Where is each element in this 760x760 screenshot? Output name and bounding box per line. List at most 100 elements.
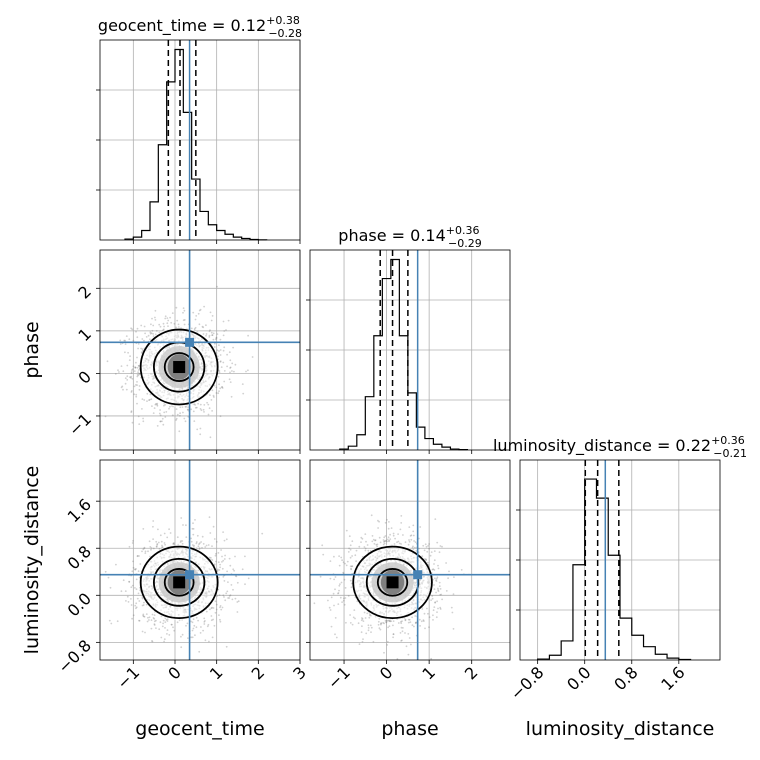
sample-point bbox=[145, 603, 148, 606]
sample-point bbox=[436, 611, 438, 613]
sample-point bbox=[203, 404, 206, 406]
sample-point bbox=[408, 618, 411, 621]
sample-point bbox=[383, 651, 385, 654]
sample-point bbox=[176, 621, 179, 624]
sample-point bbox=[360, 541, 362, 543]
sample-point bbox=[408, 637, 411, 639]
sample-point bbox=[128, 338, 131, 341]
sample-point bbox=[376, 543, 379, 546]
sample-point bbox=[425, 559, 427, 561]
sample-point bbox=[195, 315, 198, 317]
sample-point bbox=[157, 541, 160, 544]
sample-point bbox=[353, 609, 356, 611]
sample-point bbox=[439, 606, 442, 609]
sample-point bbox=[199, 408, 202, 410]
sample-point bbox=[141, 408, 143, 410]
sample-point bbox=[217, 552, 220, 554]
sample-point bbox=[126, 595, 129, 598]
contour-0 bbox=[376, 568, 409, 597]
sample-point bbox=[207, 403, 210, 406]
sample-point bbox=[219, 618, 221, 621]
sample-point bbox=[451, 611, 454, 614]
sample-point bbox=[383, 622, 385, 625]
sample-point bbox=[136, 555, 139, 558]
sample-point bbox=[218, 344, 220, 347]
sample-point bbox=[144, 631, 146, 634]
sample-point bbox=[161, 546, 164, 548]
xaxis-label-phase: phase bbox=[381, 718, 438, 740]
sample-point bbox=[400, 620, 402, 623]
sample-point bbox=[373, 542, 376, 545]
sample-point bbox=[423, 549, 426, 552]
sample-point bbox=[216, 569, 219, 572]
sample-point bbox=[154, 333, 157, 336]
sample-point bbox=[355, 549, 358, 552]
sample-point bbox=[204, 639, 207, 642]
sample-point bbox=[125, 600, 127, 602]
sample-point bbox=[159, 325, 162, 328]
sample-point bbox=[344, 562, 346, 565]
density-peak bbox=[386, 576, 399, 589]
sample-point bbox=[346, 560, 349, 563]
sample-point bbox=[435, 577, 438, 580]
sample-point bbox=[204, 546, 207, 548]
sample-point bbox=[137, 415, 140, 418]
sample-point bbox=[123, 339, 126, 342]
sample-point bbox=[140, 347, 143, 350]
sample-point bbox=[415, 621, 418, 624]
truth-marker bbox=[185, 337, 195, 347]
sample-point bbox=[166, 317, 169, 319]
sample-point bbox=[117, 369, 119, 372]
sample-point bbox=[370, 614, 372, 617]
sample-point bbox=[350, 586, 353, 589]
sample-point bbox=[392, 636, 394, 639]
sample-point bbox=[447, 577, 449, 580]
sample-point bbox=[349, 565, 352, 568]
sample-point bbox=[210, 619, 213, 622]
sample-point bbox=[370, 626, 373, 629]
xtick-label-luminosity_distance-2: 0.8 bbox=[610, 663, 641, 694]
sample-point bbox=[228, 351, 231, 354]
sample-point bbox=[369, 624, 372, 627]
sample-point bbox=[141, 348, 144, 351]
sample-point bbox=[363, 546, 366, 548]
sample-point bbox=[205, 610, 208, 613]
sample-point bbox=[400, 640, 402, 642]
sample-point bbox=[148, 399, 150, 401]
sample-point bbox=[169, 532, 172, 534]
sample-point bbox=[329, 577, 332, 580]
sample-point bbox=[135, 393, 138, 396]
sample-point bbox=[439, 545, 442, 547]
sample-point bbox=[131, 542, 134, 544]
sample-point bbox=[104, 415, 107, 418]
sample-point bbox=[223, 380, 226, 383]
sample-point bbox=[412, 524, 415, 527]
sample-point bbox=[205, 544, 208, 547]
sample-point bbox=[423, 612, 426, 615]
sample-point bbox=[182, 411, 184, 414]
sample-point bbox=[187, 415, 190, 418]
sample-point bbox=[343, 597, 345, 600]
sample-point bbox=[439, 588, 442, 590]
sample-point bbox=[460, 569, 463, 571]
sample-point bbox=[440, 593, 443, 596]
sample-point bbox=[219, 606, 221, 609]
sample-point bbox=[135, 568, 137, 570]
sample-point bbox=[337, 592, 340, 594]
scatter-panel-phase-luminosity_distance bbox=[306, 459, 511, 664]
sample-point bbox=[229, 366, 232, 369]
sample-point bbox=[162, 423, 165, 426]
sample-point bbox=[425, 558, 428, 561]
sample-point bbox=[221, 567, 224, 570]
sample-point bbox=[425, 545, 428, 548]
sample-point bbox=[110, 622, 113, 625]
yaxis-label-phase: phase bbox=[21, 321, 43, 378]
sample-point bbox=[130, 411, 133, 414]
sample-point bbox=[218, 383, 221, 386]
sample-point bbox=[130, 372, 133, 375]
sample-point bbox=[350, 582, 353, 585]
sample-point bbox=[225, 592, 228, 595]
sample-point bbox=[241, 383, 244, 385]
hist-step-luminosity_distance bbox=[537, 478, 692, 661]
